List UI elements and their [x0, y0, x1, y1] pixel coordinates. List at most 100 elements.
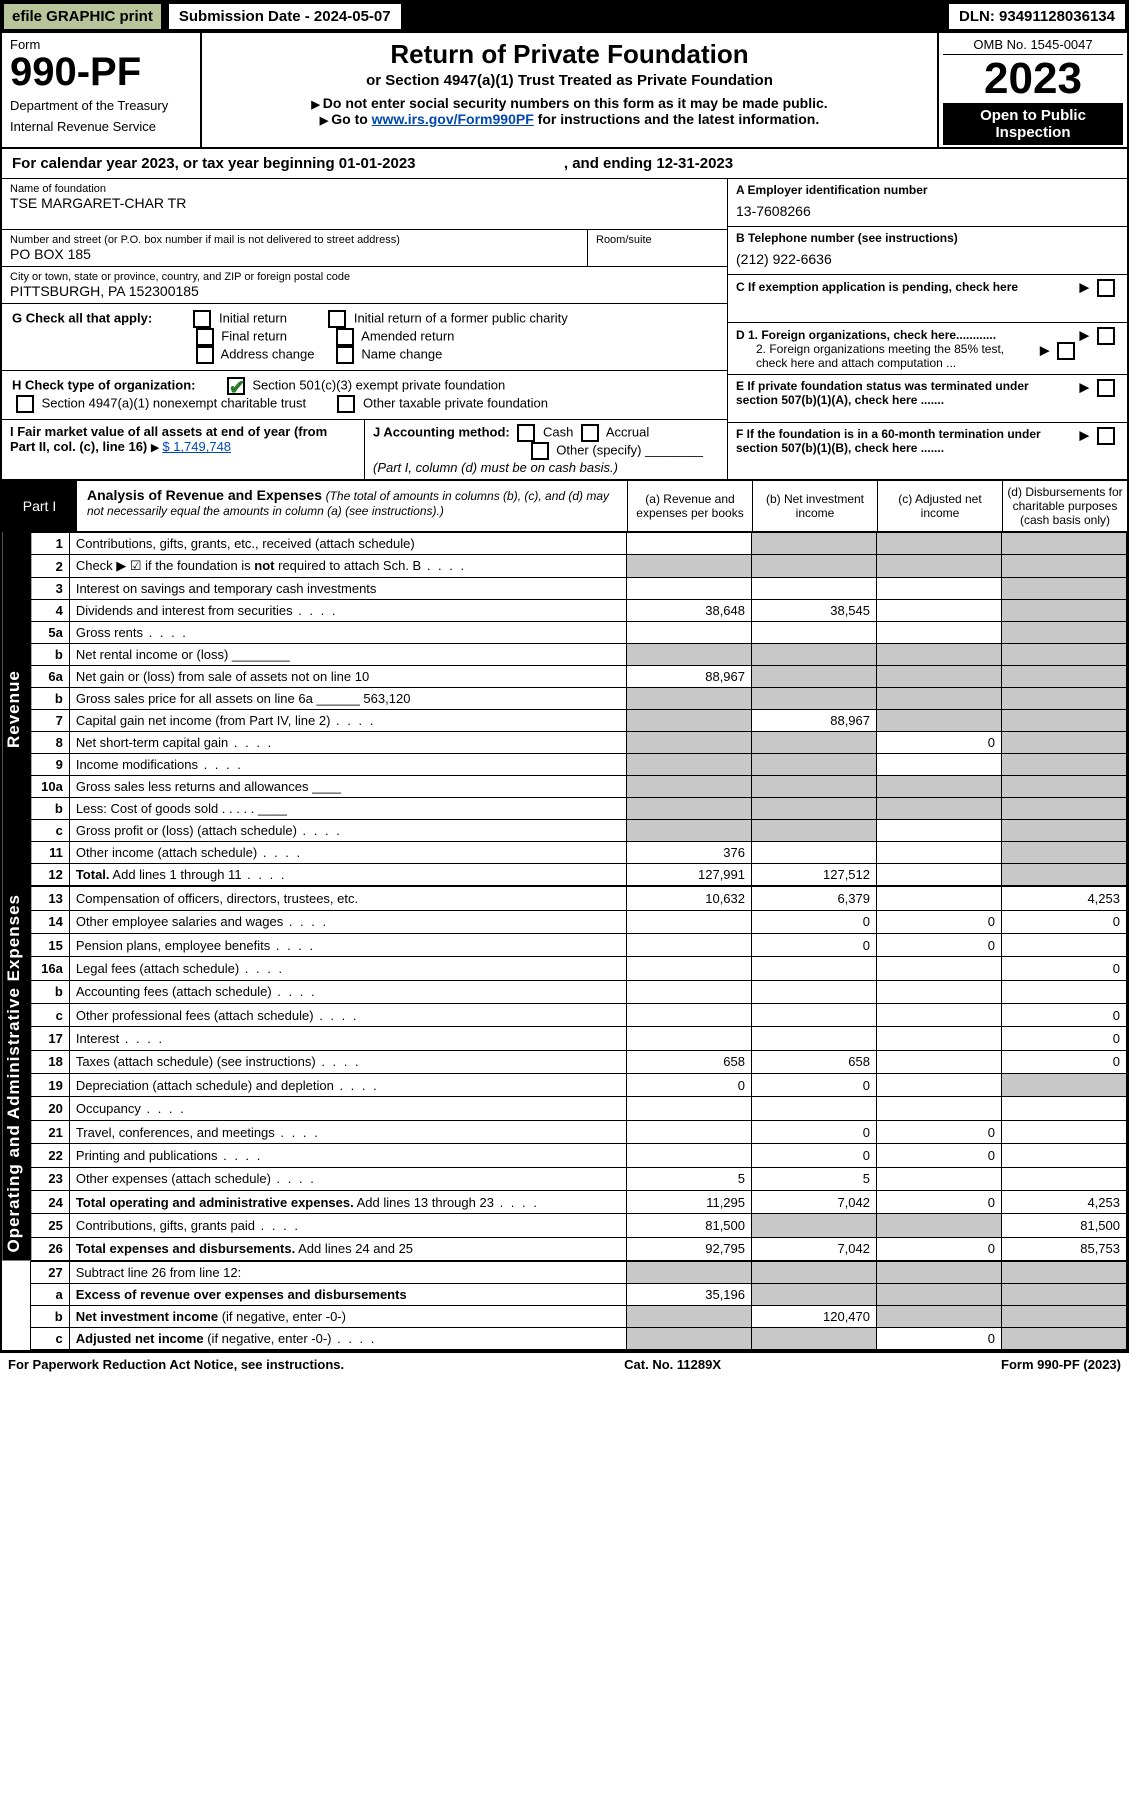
- checkbox-final-return[interactable]: [196, 328, 214, 346]
- row-desc: Excess of revenue over expenses and disb…: [69, 1283, 626, 1305]
- table-cell: [877, 1050, 1002, 1073]
- row-desc: Interest on savings and temporary cash i…: [69, 578, 626, 600]
- table-row: 24Total operating and administrative exp…: [31, 1190, 1126, 1213]
- checkbox-f[interactable]: [1097, 427, 1115, 445]
- table-cell: 0: [877, 1327, 1002, 1349]
- row-desc: Gross sales less returns and allowances …: [69, 776, 626, 798]
- table-cell: 85,753: [1002, 1237, 1127, 1260]
- instr-ssn: Do not enter social security numbers on …: [212, 95, 927, 111]
- f-cell: F If the foundation is in a 60-month ter…: [728, 423, 1127, 471]
- table-cell: [877, 980, 1002, 1003]
- table-row: cGross profit or (loss) (attach schedule…: [31, 820, 1126, 842]
- row-desc: Accounting fees (attach schedule): [69, 980, 626, 1003]
- checkbox-cash[interactable]: [517, 424, 535, 442]
- table-cell: 92,795: [627, 1237, 752, 1260]
- city-cell: City or town, state or province, country…: [2, 267, 727, 304]
- form-header: Form 990-PF Department of the Treasury I…: [2, 33, 1127, 149]
- table-cell: [752, 644, 877, 666]
- form990pf-link[interactable]: www.irs.gov/Form990PF: [372, 111, 534, 127]
- table-cell: [627, 1305, 752, 1327]
- table-cell: [627, 555, 752, 578]
- row-desc: Occupancy: [69, 1097, 626, 1120]
- table-row: bAccounting fees (attach schedule): [31, 980, 1126, 1003]
- checkbox-initial-return[interactable]: [193, 310, 211, 328]
- table-row: 11Other income (attach schedule)376: [31, 842, 1126, 864]
- row-number: b: [31, 688, 69, 710]
- table-cell: [627, 688, 752, 710]
- tax-year: 2023: [943, 55, 1123, 103]
- table-cell: 0: [877, 934, 1002, 957]
- row-number: 11: [31, 842, 69, 864]
- table-row: 26Total expenses and disbursements. Add …: [31, 1237, 1126, 1260]
- table-cell: [877, 754, 1002, 776]
- table-cell: 120,470: [752, 1305, 877, 1327]
- table-cell: [752, 1327, 877, 1349]
- table-cell: [1002, 798, 1127, 820]
- row-desc: Gross rents: [69, 622, 626, 644]
- row-desc: Depreciation (attach schedule) and deple…: [69, 1074, 626, 1097]
- footer-right: Form 990-PF (2023): [1001, 1357, 1121, 1372]
- checkbox-name-change[interactable]: [336, 346, 354, 364]
- row-number: 6a: [31, 666, 69, 688]
- row-desc: Net rental income or (loss) ________: [69, 644, 626, 666]
- checkbox-c[interactable]: [1097, 279, 1115, 297]
- checkbox-e[interactable]: [1097, 379, 1115, 397]
- table-row: bNet investment income (if negative, ent…: [31, 1305, 1126, 1327]
- checkbox-4947a1[interactable]: [16, 395, 34, 413]
- table-cell: [627, 732, 752, 754]
- checkbox-d1[interactable]: [1097, 327, 1115, 345]
- table-cell: 0: [1002, 910, 1127, 933]
- checkbox-accrual[interactable]: [581, 424, 599, 442]
- table-cell: 0: [1002, 1050, 1127, 1073]
- row-desc: Capital gain net income (from Part IV, l…: [69, 710, 626, 732]
- checkbox-initial-former[interactable]: [328, 310, 346, 328]
- table-cell: [627, 1120, 752, 1143]
- table-cell: 0: [877, 1120, 1002, 1143]
- table-cell: [1002, 710, 1127, 732]
- revenue-table: 1Contributions, gifts, grants, etc., rec…: [31, 532, 1127, 886]
- table-cell: [752, 980, 877, 1003]
- row-number: 5a: [31, 622, 69, 644]
- calendar-year-row: For calendar year 2023, or tax year begi…: [2, 149, 1127, 179]
- row-desc: Other expenses (attach schedule): [69, 1167, 626, 1190]
- table-cell: [1002, 1097, 1127, 1120]
- row-desc: Other income (attach schedule): [69, 842, 626, 864]
- table-row: cOther professional fees (attach schedul…: [31, 1004, 1126, 1027]
- checkbox-amended-return[interactable]: [336, 328, 354, 346]
- table-cell: [877, 1167, 1002, 1190]
- header-right: OMB No. 1545-0047 2023 Open to Public In…: [937, 33, 1127, 147]
- table-cell: 658: [752, 1050, 877, 1073]
- row-number: c: [31, 820, 69, 842]
- table-cell: 0: [877, 1237, 1002, 1260]
- row-number: a: [31, 1283, 69, 1305]
- row-number: 19: [31, 1074, 69, 1097]
- checkbox-501c3[interactable]: [227, 377, 245, 395]
- table-cell: 81,500: [1002, 1214, 1127, 1237]
- row-desc: Travel, conferences, and meetings: [69, 1120, 626, 1143]
- table-cell: [752, 578, 877, 600]
- table-cell: 88,967: [752, 710, 877, 732]
- table-cell: 0: [877, 910, 1002, 933]
- table-cell: [877, 1004, 1002, 1027]
- table-cell: [752, 622, 877, 644]
- row-desc: Less: Cost of goods sold . . . . . ____: [69, 798, 626, 820]
- row-desc: Net short-term capital gain: [69, 732, 626, 754]
- table-cell: 0: [1002, 957, 1127, 980]
- table-cell: 0: [627, 1074, 752, 1097]
- table-cell: [627, 1097, 752, 1120]
- checkbox-other-method[interactable]: [531, 442, 549, 460]
- table-cell: 0: [877, 1144, 1002, 1167]
- table-row: 6aNet gain or (loss) from sale of assets…: [31, 666, 1126, 688]
- checkbox-other-taxable[interactable]: [337, 395, 355, 413]
- table-cell: 0: [752, 1074, 877, 1097]
- checkbox-d2[interactable]: [1057, 342, 1075, 360]
- col-d-header: (d) Disbursements for charitable purpose…: [1002, 481, 1127, 531]
- table-cell: [627, 1327, 752, 1349]
- table-cell: [877, 842, 1002, 864]
- checkbox-address-change[interactable]: [196, 346, 214, 364]
- table-cell: [1002, 555, 1127, 578]
- efile-print-button[interactable]: efile GRAPHIC print: [2, 2, 163, 31]
- table-cell: [627, 934, 752, 957]
- row-number: 1: [31, 533, 69, 555]
- table-cell: [627, 1027, 752, 1050]
